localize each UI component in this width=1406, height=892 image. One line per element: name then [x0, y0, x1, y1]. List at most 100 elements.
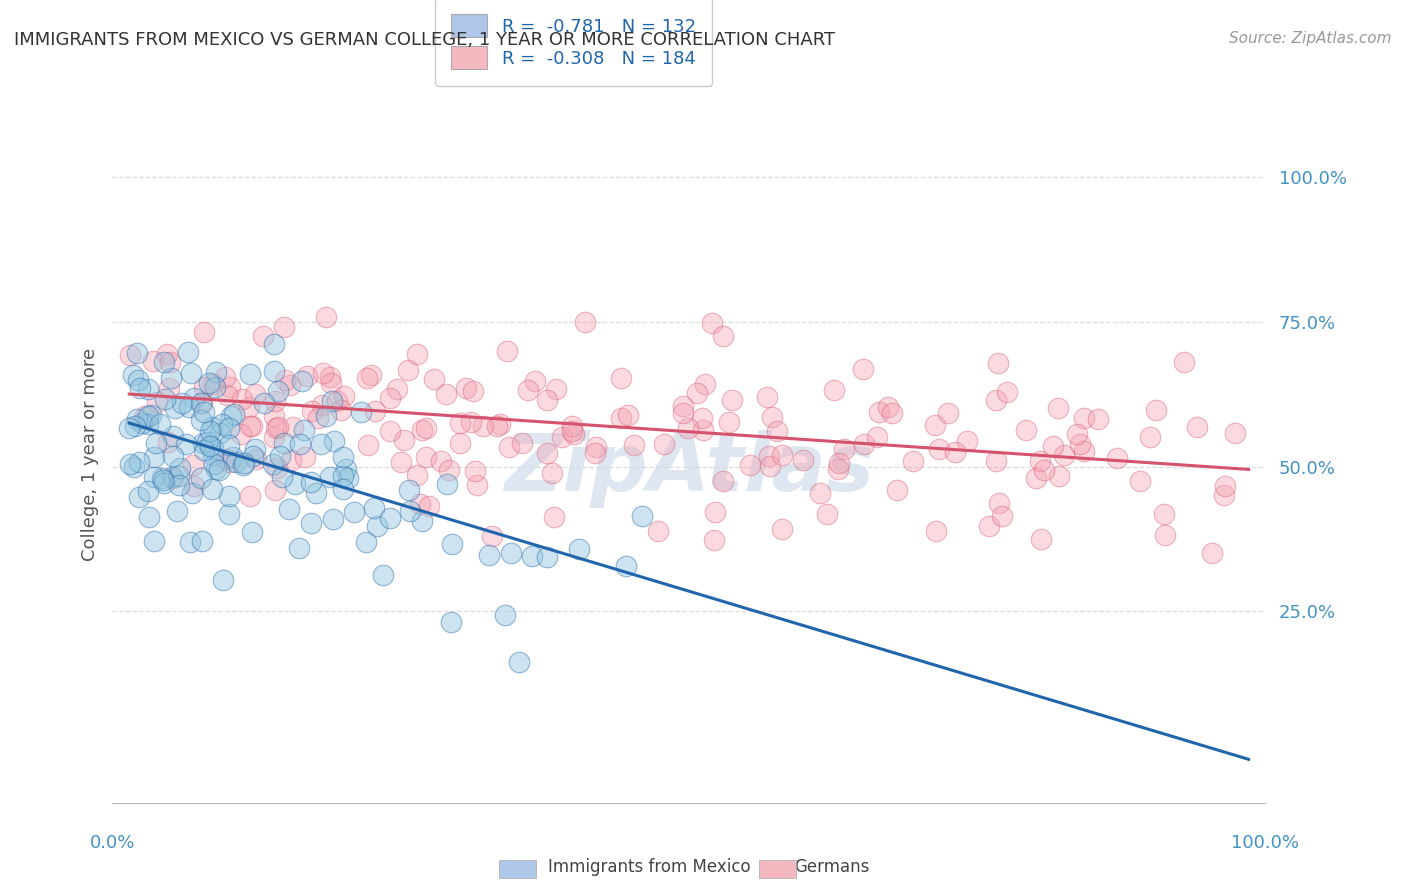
Point — [288, 541, 311, 556]
Point — [129, 381, 152, 395]
Point — [253, 395, 276, 409]
Point — [877, 400, 900, 414]
Point — [411, 514, 433, 528]
Point — [157, 381, 180, 395]
Point — [207, 462, 229, 476]
Point — [294, 450, 316, 465]
Point — [307, 411, 329, 425]
Point — [1031, 533, 1053, 547]
Point — [988, 496, 1011, 510]
Point — [273, 319, 295, 334]
Point — [943, 444, 966, 458]
Point — [585, 440, 607, 454]
Point — [201, 441, 224, 455]
Point — [239, 490, 262, 504]
Point — [143, 470, 166, 484]
Point — [465, 478, 488, 492]
Point — [191, 436, 214, 450]
Point — [721, 392, 744, 407]
Point — [239, 368, 262, 382]
Point — [616, 408, 638, 422]
Point — [568, 542, 591, 557]
Point — [167, 468, 190, 483]
Point — [676, 421, 699, 435]
Point — [162, 429, 184, 443]
Point — [267, 384, 290, 399]
Point — [180, 366, 202, 380]
Point — [823, 384, 845, 398]
Point — [121, 368, 143, 382]
Point — [127, 373, 149, 387]
Point — [391, 455, 413, 469]
Point — [124, 418, 146, 433]
Point — [551, 430, 574, 444]
Point — [122, 459, 145, 474]
Text: ZipAtlas: ZipAtlas — [503, 430, 875, 508]
Point — [1047, 468, 1070, 483]
Point — [434, 387, 457, 401]
Point — [323, 434, 346, 448]
Point — [423, 372, 446, 386]
Point — [263, 409, 285, 423]
Point — [508, 655, 530, 669]
Point — [125, 346, 148, 360]
Legend: R =  -0.781   N = 132, R =  -0.308   N = 184: R = -0.781 N = 132, R = -0.308 N = 184 — [434, 0, 713, 86]
Point — [128, 455, 150, 469]
Point — [312, 366, 335, 380]
Point — [399, 504, 422, 518]
Point — [385, 382, 408, 396]
Point — [201, 449, 224, 463]
Point — [240, 418, 263, 433]
Point — [463, 384, 485, 398]
Point — [160, 371, 183, 385]
Point — [471, 419, 494, 434]
Point — [245, 451, 267, 466]
Point — [274, 373, 297, 387]
Point — [1042, 439, 1064, 453]
Point — [343, 504, 366, 518]
Point — [770, 448, 793, 462]
Point — [1213, 478, 1236, 492]
Point — [229, 426, 252, 441]
Point — [218, 420, 240, 434]
Point — [198, 439, 221, 453]
Point — [901, 453, 924, 467]
Point — [288, 437, 311, 451]
Point — [166, 504, 188, 518]
Point — [267, 419, 290, 434]
Point — [766, 425, 789, 439]
Point — [956, 434, 979, 448]
Point — [322, 512, 344, 526]
Point — [263, 393, 285, 408]
Point — [177, 400, 200, 414]
Point — [711, 328, 734, 343]
Point — [211, 417, 233, 431]
Point — [1139, 430, 1161, 444]
Point — [266, 461, 288, 475]
Point — [392, 434, 415, 448]
Point — [201, 482, 224, 496]
Point — [214, 370, 236, 384]
Point — [695, 376, 717, 391]
Point — [215, 388, 238, 402]
Point — [356, 371, 378, 385]
Point — [478, 549, 501, 563]
Point — [880, 406, 903, 420]
Point — [977, 519, 1000, 533]
Point — [610, 411, 633, 425]
Point — [827, 461, 849, 475]
Point — [1025, 471, 1047, 485]
Point — [225, 455, 247, 469]
Point — [205, 366, 228, 380]
Point — [498, 441, 520, 455]
Point — [177, 345, 200, 359]
Point — [536, 392, 558, 407]
Point — [692, 423, 714, 437]
Point — [219, 455, 242, 469]
Point — [494, 607, 516, 622]
Point — [200, 424, 222, 438]
Point — [263, 364, 285, 378]
Point — [1087, 411, 1109, 425]
Point — [924, 524, 946, 538]
Point — [315, 310, 337, 325]
